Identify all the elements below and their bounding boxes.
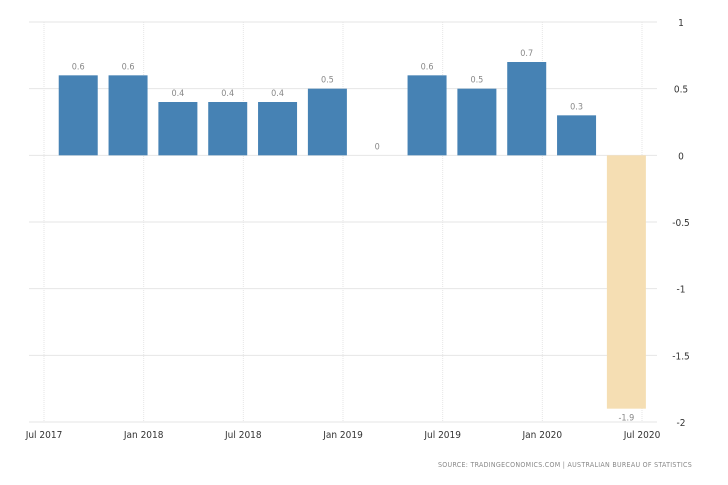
data-labels: 0.6 0.6 0.4 0.4 0.4 0.5 0 0.6 0.5 0.7 0.3 -1.9 bbox=[72, 49, 635, 424]
bar bbox=[407, 75, 447, 156]
x-axis: Jul 2017 Jan 2018 Jul 2018 Jan 2019 Jul 2019… bbox=[25, 430, 661, 441]
x-tick-label: Jan 2018 bbox=[123, 430, 164, 441]
y-tick-label: -1.5 bbox=[672, 351, 690, 362]
data-label: -1.9 bbox=[618, 414, 634, 424]
data-label: 0 bbox=[375, 142, 380, 152]
bars bbox=[58, 62, 646, 409]
bar bbox=[58, 75, 98, 156]
data-label: 0.6 bbox=[72, 62, 85, 72]
bar bbox=[108, 75, 148, 156]
x-tick-label: Jan 2020 bbox=[522, 430, 563, 441]
data-label: 0.4 bbox=[221, 89, 234, 99]
bar bbox=[557, 115, 597, 156]
data-label: 0.4 bbox=[171, 89, 184, 99]
data-label: 0.6 bbox=[122, 62, 135, 72]
x-tick-label: Jul 2018 bbox=[224, 430, 262, 441]
y-tick-label: -0.5 bbox=[672, 218, 690, 229]
bar bbox=[158, 102, 198, 156]
x-tick-label: Jul 2020 bbox=[623, 430, 661, 441]
bar bbox=[606, 155, 646, 409]
y-axis: 1 0.5 0 -0.5 -1 -1.5 -2 bbox=[672, 18, 690, 429]
x-tick-label: Jul 2017 bbox=[25, 430, 63, 441]
source-note: SOURCE: TRADINGECONOMICS.COM | AUSTRALIA… bbox=[438, 461, 692, 469]
y-tick-label: -1 bbox=[677, 285, 686, 296]
data-label: 0.4 bbox=[271, 89, 284, 99]
y-tick-label: 0 bbox=[678, 151, 684, 162]
data-label: 0.7 bbox=[520, 49, 533, 59]
x-tick-label: Jul 2019 bbox=[423, 430, 461, 441]
data-label: 0.5 bbox=[470, 76, 483, 86]
x-tick-label: Jan 2019 bbox=[322, 430, 363, 441]
data-label: 0.5 bbox=[321, 76, 334, 86]
data-label: 0.6 bbox=[421, 62, 434, 72]
bar bbox=[457, 88, 497, 156]
data-label: 0.3 bbox=[570, 102, 583, 112]
bar bbox=[507, 62, 547, 156]
y-tick-label: 1 bbox=[678, 18, 684, 29]
bar bbox=[307, 88, 347, 156]
bar bbox=[208, 102, 248, 156]
y-tick-label: 0.5 bbox=[674, 85, 688, 96]
bar bbox=[258, 102, 298, 156]
y-tick-label: -2 bbox=[677, 418, 686, 429]
